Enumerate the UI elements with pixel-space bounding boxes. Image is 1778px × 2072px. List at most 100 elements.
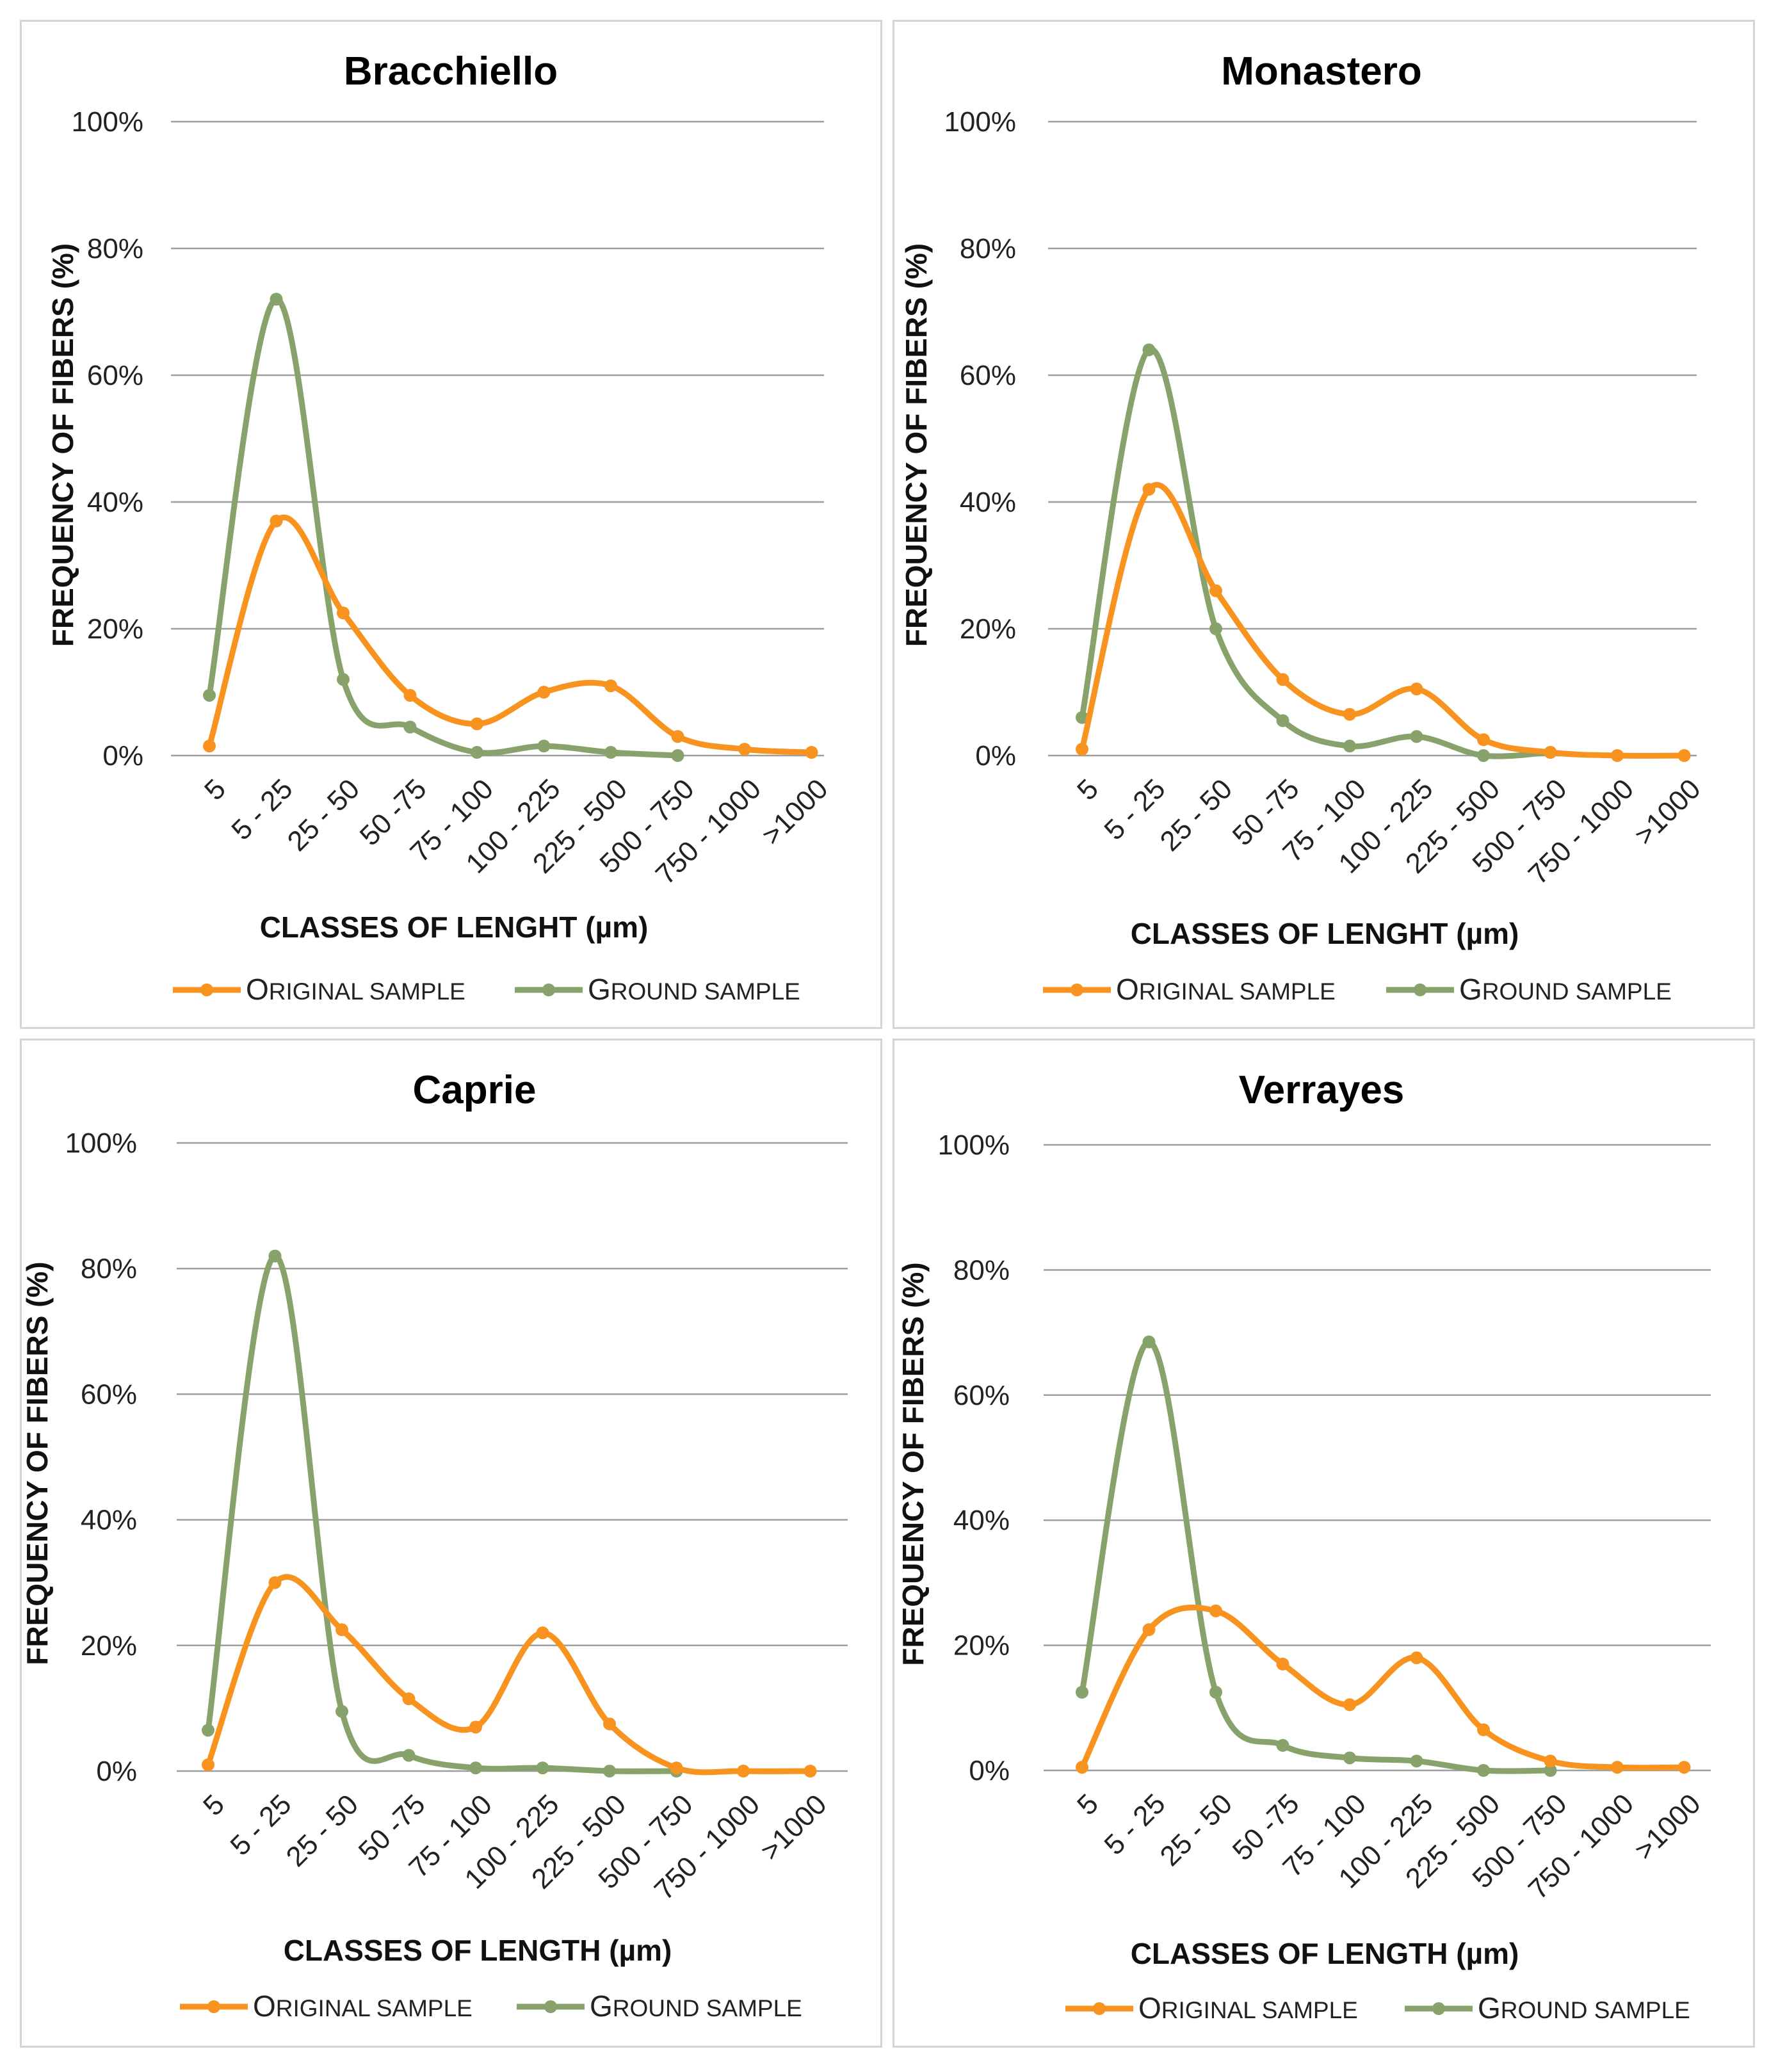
y-axis-label: FREQUENCY OF FIBERS (%) bbox=[896, 1262, 930, 1665]
legend-marker bbox=[200, 983, 213, 996]
data-point-ground-sample bbox=[1076, 1685, 1088, 1699]
chart-title: Caprie bbox=[413, 1068, 537, 1112]
x-axis-label: CLASSES OF LENGHT (µm) bbox=[260, 911, 649, 944]
data-point-ground-sample bbox=[1209, 1685, 1222, 1699]
y-tick-label: 100% bbox=[71, 106, 143, 138]
x-tick-label: 5 bbox=[1071, 1788, 1104, 1821]
data-point-original-sample bbox=[337, 606, 350, 620]
y-tick-label: 100% bbox=[937, 1129, 1010, 1161]
legend-item-original-sample: ORIGINAL SAMPLE bbox=[180, 1989, 473, 2023]
y-tick-label: 0% bbox=[969, 1755, 1010, 1786]
y-axis-label: FREQUENCY OF FIBERS (%) bbox=[900, 243, 933, 647]
data-point-ground-sample bbox=[469, 1761, 482, 1775]
chart-panel-verrayes: Verrayes 0% 20% 40% 60% 80% 100% FREQUENCY OF F… bbox=[893, 1039, 1755, 2048]
x-tick-label: 5 bbox=[198, 773, 232, 806]
y-tick-label: 60% bbox=[953, 1380, 1010, 1411]
data-point-original-sample bbox=[1477, 733, 1490, 747]
data-point-original-sample bbox=[804, 1765, 817, 1777]
y-tick-label: 60% bbox=[960, 360, 1016, 391]
data-point-ground-sample bbox=[1343, 740, 1356, 753]
legend-marker bbox=[1071, 983, 1083, 996]
y-tick-label: 40% bbox=[81, 1505, 137, 1536]
data-point-ground-sample bbox=[1142, 343, 1156, 357]
y-tick-label: 100% bbox=[65, 1128, 137, 1159]
data-point-original-sample bbox=[537, 686, 551, 699]
x-tick-label: 5 bbox=[197, 1788, 230, 1822]
series-line-original-sample bbox=[205, 1574, 813, 1776]
chart-panel-bracchiello: Bracchiello 0% 20% 40% 60% 80% 100% FREQUENCY O… bbox=[20, 20, 882, 1029]
data-point-original-sample bbox=[603, 1717, 616, 1731]
y-axis-label: FREQUENCY OF FIBERS (%) bbox=[46, 243, 79, 647]
data-point-ground-sample bbox=[1209, 622, 1222, 635]
x-tick-label: >1000 bbox=[1629, 773, 1707, 851]
legend-marker bbox=[1093, 2002, 1106, 2015]
data-point-original-sample bbox=[1142, 483, 1156, 496]
chart-bracchiello: Bracchiello 0% 20% 40% 60% 80% 100% FREQUENCY O… bbox=[46, 49, 834, 1006]
y-tick-label: 20% bbox=[81, 1630, 137, 1662]
data-point-original-sample bbox=[202, 1758, 214, 1772]
data-point-original-sample bbox=[1209, 584, 1222, 597]
data-point-original-sample bbox=[1076, 1761, 1088, 1774]
data-point-original-sample bbox=[671, 730, 684, 743]
y-tick-label: 20% bbox=[87, 613, 143, 645]
data-point-original-sample bbox=[536, 1626, 549, 1640]
data-point-original-sample bbox=[1276, 673, 1289, 686]
y-tick-label: 80% bbox=[953, 1254, 1010, 1286]
series-line-ground-sample bbox=[1079, 1339, 1553, 1774]
data-point-original-sample bbox=[403, 688, 417, 702]
y-axis-label: FREQUENCY OF FIBERS (%) bbox=[22, 1261, 54, 1665]
data-point-ground-sample bbox=[337, 673, 350, 686]
x-tick-label: 5 bbox=[1071, 773, 1104, 806]
y-tick-label: 40% bbox=[953, 1505, 1010, 1536]
data-point-ground-sample bbox=[1477, 1764, 1490, 1777]
chart-monastero: Monastero 0% 20% 40% 60% 80% 100% FREQUENCY OF … bbox=[900, 49, 1707, 1006]
x-axis-label: CLASSES OF LENGHT (µm) bbox=[1131, 917, 1519, 950]
x-tick-label: >1000 bbox=[1629, 1788, 1707, 1866]
data-point-original-sample bbox=[670, 1761, 683, 1775]
data-point-ground-sample bbox=[604, 746, 617, 759]
data-point-original-sample bbox=[604, 679, 617, 693]
data-point-ground-sample bbox=[1343, 1751, 1356, 1765]
chart-title: Monastero bbox=[1221, 49, 1421, 93]
data-point-ground-sample bbox=[270, 293, 283, 306]
legend-marker bbox=[207, 2000, 220, 2013]
legend-marker bbox=[544, 2000, 557, 2013]
data-point-original-sample bbox=[1611, 1761, 1624, 1774]
chart-panel-monastero: Monastero 0% 20% 40% 60% 80% 100% FREQUENCY OF … bbox=[893, 20, 1755, 1029]
data-point-original-sample bbox=[402, 1692, 416, 1706]
y-tick-label: 0% bbox=[975, 740, 1016, 772]
series-line-original-sample bbox=[1079, 482, 1687, 759]
data-point-original-sample bbox=[1677, 749, 1691, 762]
data-point-ground-sample bbox=[471, 746, 483, 759]
data-point-original-sample bbox=[1276, 1657, 1289, 1671]
data-point-ground-sample bbox=[402, 1749, 416, 1762]
data-point-original-sample bbox=[1410, 1651, 1423, 1665]
x-tick-label: 25 - 50 bbox=[280, 1788, 365, 1873]
series-line-original-sample bbox=[206, 514, 814, 756]
data-point-ground-sample bbox=[603, 1765, 616, 1777]
data-point-ground-sample bbox=[1410, 730, 1423, 743]
chart-title: Verrayes bbox=[1239, 1068, 1405, 1112]
data-point-ground-sample bbox=[203, 688, 216, 702]
data-point-ground-sample bbox=[537, 740, 551, 753]
data-point-original-sample bbox=[270, 514, 283, 528]
y-tick-label: 80% bbox=[960, 233, 1016, 264]
chart-caprie: Caprie 0% 20% 40% 60% 80% 100% FREQUENCY OF FIB… bbox=[22, 1068, 848, 2023]
x-tick-label: 25 - 50 bbox=[1154, 773, 1239, 857]
legend-label: GROUND SAMPLE bbox=[590, 1989, 802, 2023]
y-tick-label: 60% bbox=[81, 1379, 137, 1410]
data-point-original-sample bbox=[471, 717, 483, 731]
data-point-original-sample bbox=[1142, 1623, 1156, 1637]
data-point-original-sample bbox=[335, 1623, 348, 1637]
y-tick-label: 40% bbox=[960, 487, 1016, 518]
legend-marker bbox=[1414, 983, 1426, 996]
legend-marker bbox=[1432, 2002, 1445, 2015]
y-tick-label: 20% bbox=[960, 613, 1016, 645]
data-point-original-sample bbox=[738, 743, 751, 756]
legend-item-original-sample: ORIGINAL SAMPLE bbox=[173, 973, 465, 1006]
data-point-original-sample bbox=[1677, 1761, 1691, 1774]
x-axis-label: CLASSES OF LENGTH (µm) bbox=[1131, 1937, 1519, 1970]
data-point-original-sample bbox=[203, 740, 216, 753]
x-tick-label: 25 - 50 bbox=[1154, 1788, 1239, 1872]
data-point-ground-sample bbox=[1477, 749, 1490, 762]
